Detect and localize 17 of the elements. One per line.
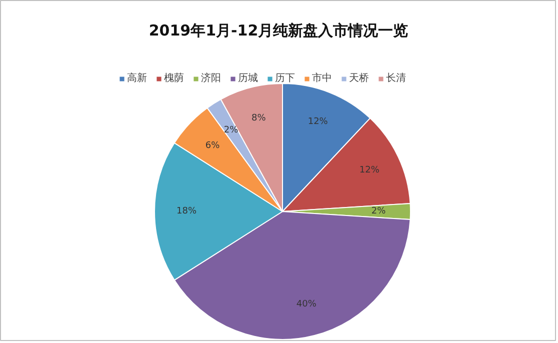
- legend-label: 长清: [386, 72, 406, 85]
- data-label: 2%: [371, 206, 386, 216]
- legend-label: 历下: [275, 72, 295, 85]
- legend-label: 市中: [312, 72, 332, 85]
- legend-label: 高新: [127, 72, 147, 85]
- legend-label: 历城: [238, 72, 258, 85]
- data-label: 2%: [224, 125, 239, 136]
- legend-label: 槐荫: [164, 72, 184, 85]
- data-label: 40%: [296, 299, 317, 310]
- data-label: 12%: [359, 166, 380, 176]
- data-label: 18%: [176, 206, 197, 216]
- data-label: 8%: [251, 114, 266, 124]
- chart-title: 2019年1月-12月纯新盘入市情况一览: [148, 22, 408, 40]
- data-label: 12%: [308, 117, 328, 128]
- legend-label: 天桥: [349, 72, 369, 85]
- data-label: 6%: [205, 140, 220, 151]
- legend-label: 济阳: [201, 72, 221, 85]
